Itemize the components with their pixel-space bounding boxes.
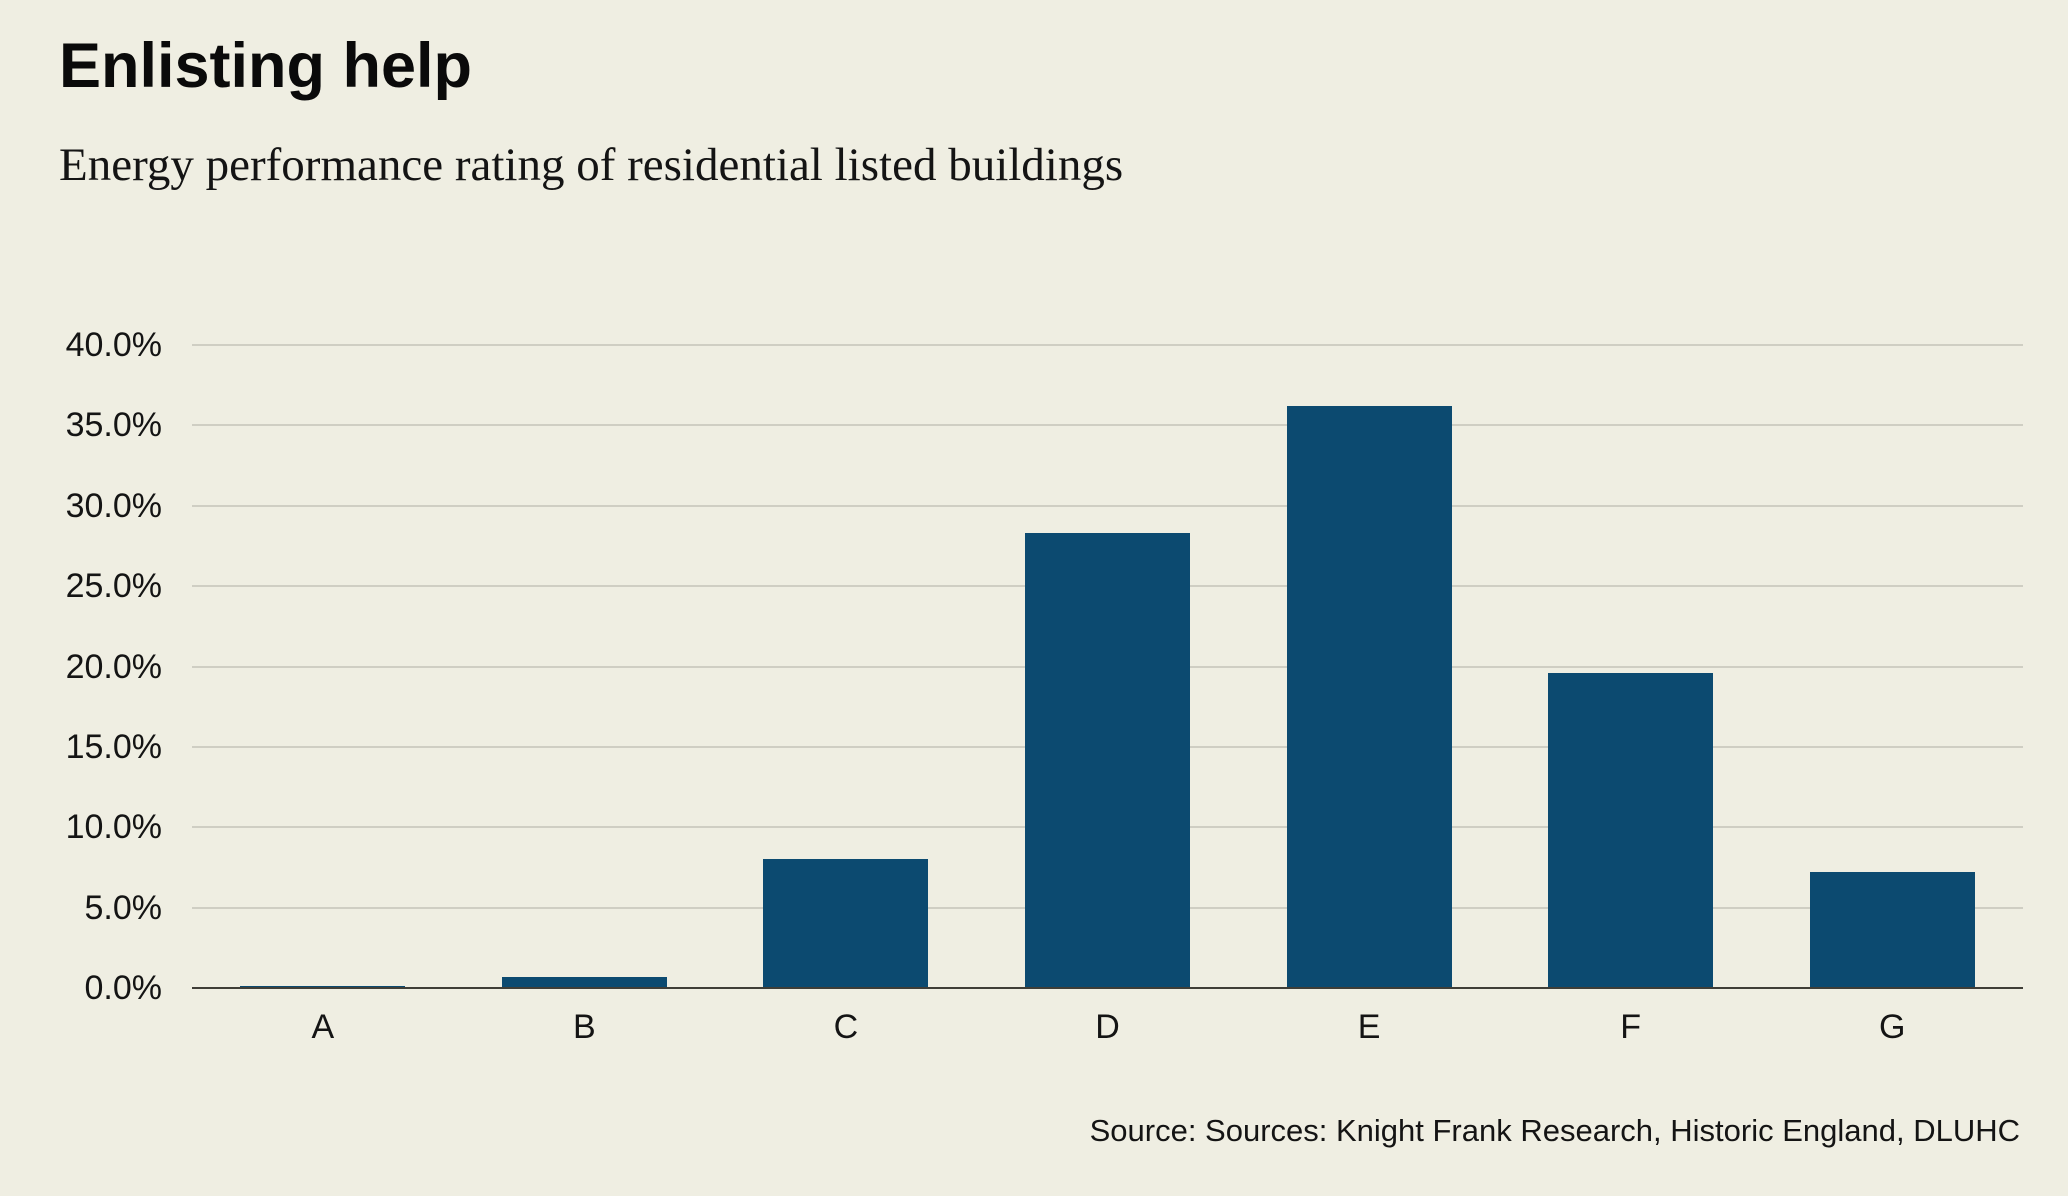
chart-title: Enlisting help [59,31,473,101]
x-axis-label-D: D [1095,1008,1120,1046]
bar-B [501,976,667,988]
bar-G [1809,872,1975,988]
plot-area: 0.0% 5.0% 10.0% 15.0% 20.0% 25.0% 30.0% 35.0% 40… [66,328,2023,1044]
gridline [192,504,2023,507]
x-axis-label-F: F [1620,1008,1642,1046]
bar-F [1548,672,1714,988]
y-axis-tick-label: 0.0% [84,969,163,1007]
y-axis-tick-label: 25.0% [65,567,162,606]
x-axis-label-E: E [1357,1008,1381,1046]
x-axis-label-G: G [1878,1008,1906,1046]
chart-subtitle: Energy performance rating of residential… [59,139,1124,191]
gridline [192,424,2023,427]
y-axis-tick-label: 15.0% [65,727,162,766]
y-axis-tick-label: 20.0% [65,647,162,686]
y-axis-tick-label: 5.0% [84,888,163,927]
x-axis-label-C: C [833,1008,859,1046]
y-axis-tick-label: 30.0% [65,486,162,525]
x-axis-label-A: A [311,1008,335,1046]
gridline [192,344,2023,346]
bar-E [1286,406,1452,988]
y-axis-tick-label: 35.0% [65,406,162,445]
x-axis-label-B: B [573,1008,596,1046]
x-axis-line [192,987,2023,989]
y-axis-tick-label: 40.0% [65,326,162,364]
bar-C [763,859,929,988]
y-axis-tick-label: 10.0% [65,808,162,847]
source-note: Source: Sources: Knight Frank Research, … [1089,1113,2020,1148]
bar-D [1025,533,1190,988]
